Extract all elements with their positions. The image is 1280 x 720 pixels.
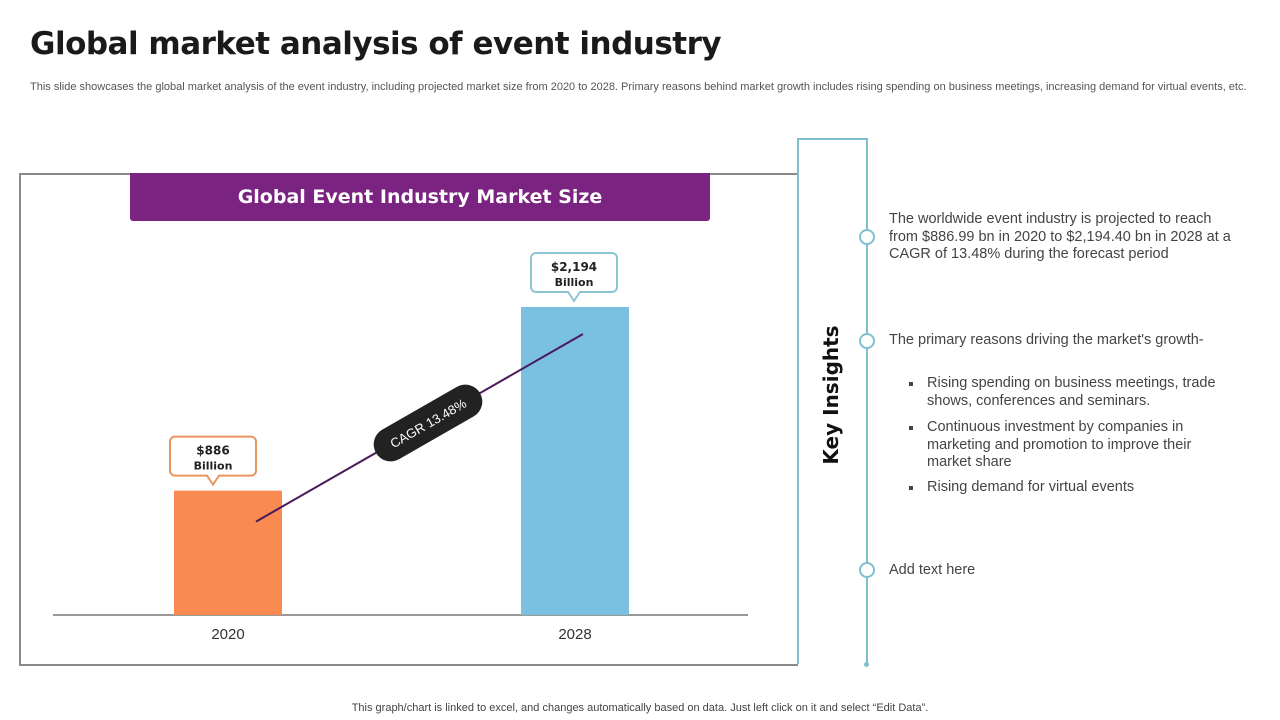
cagr-pill: [373, 384, 483, 462]
bullet-text: Rising spending on business meetings, tr…: [927, 375, 1216, 409]
data-label-unit: Billion: [555, 276, 594, 289]
x-tick-label: 2028: [558, 626, 591, 643]
bullet-item: Rising demand for virtual events: [909, 479, 1229, 497]
timeline-node: [859, 229, 875, 245]
data-label-callout: [169, 435, 257, 487]
insight-text: The primary reasons driving the market's…: [889, 332, 1204, 348]
insight-text: The worldwide event industry is projecte…: [889, 211, 1231, 262]
timeline-node: [859, 333, 875, 349]
data-label-value: $886: [196, 444, 229, 458]
key-insights-panel: [797, 138, 868, 664]
bar-2028: [521, 307, 629, 615]
timeline-end-dot: [864, 662, 869, 667]
page-title: Global market analysis of event industry: [30, 26, 722, 62]
bullet-text: Rising demand for virtual events: [927, 479, 1135, 495]
data-label-value: $2,194: [551, 260, 597, 274]
bullet-item: Rising spending on business meetings, tr…: [909, 375, 1229, 410]
data-label-unit: Billion: [194, 460, 233, 473]
data-label-callout: [530, 252, 618, 303]
page-subtitle: This slide showcases the global market a…: [30, 81, 1247, 93]
timeline-node: [859, 562, 875, 578]
bullet-item: Continuous investment by companies in ma…: [909, 419, 1229, 472]
bar-2020: [174, 490, 282, 615]
x-tick-label: 2020: [211, 626, 244, 643]
chart-title: Global Event Industry Market Size: [130, 173, 710, 221]
key-insights-label: Key Insights: [819, 325, 843, 465]
bullet-text: Continuous investment by companies in ma…: [927, 419, 1192, 470]
bar-chart[interactable]: 2020 $886 Billion 2028 $2,194 Billion CAGR 13.…: [0, 0, 800, 720]
insight-text: Add text here: [889, 562, 976, 578]
footer-note: This graph/chart is linked to excel, and…: [351, 702, 929, 714]
cagr-badge: CAGR 13.48%: [373, 384, 483, 462]
